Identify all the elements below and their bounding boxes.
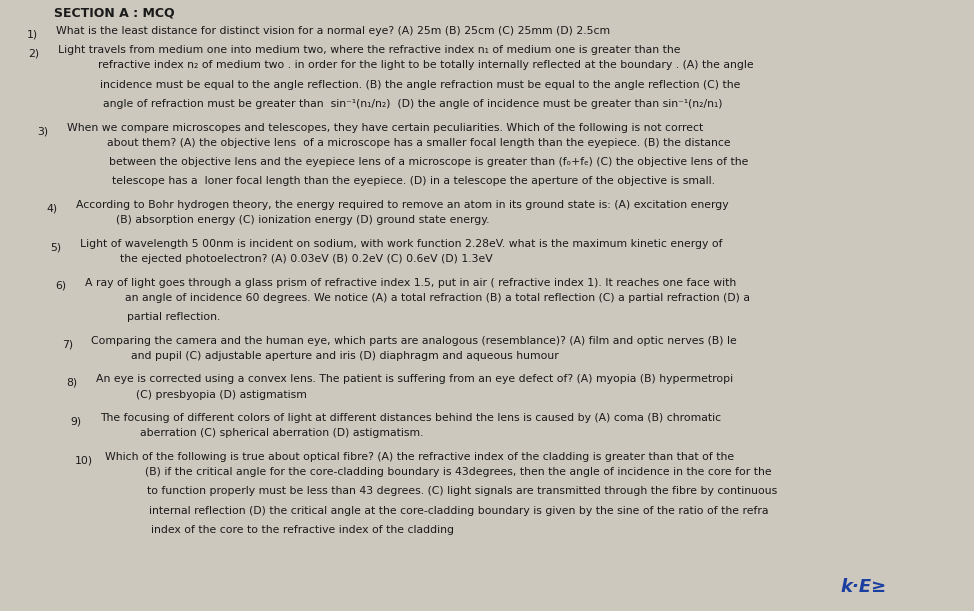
Text: An eye is corrected using a convex lens. The patient is suffering from an eye de: An eye is corrected using a convex lens.… [95, 375, 733, 384]
Text: 3): 3) [37, 126, 49, 136]
Text: the ejected photoelectron? (A) 0.03eV (B) 0.2eV (C) 0.6eV (D) 1.3eV: the ejected photoelectron? (A) 0.03eV (B… [121, 254, 493, 264]
Text: 4): 4) [46, 203, 57, 213]
Text: Which of the following is true about optical fibre? (A) the refractive index of : Which of the following is true about opt… [104, 452, 733, 462]
Text: What is the least distance for distinct vision for a normal eye? (A) 25m (B) 25c: What is the least distance for distinct … [56, 26, 611, 35]
Text: an angle of incidence 60 degrees. We notice (A) a total refraction (B) a total r: an angle of incidence 60 degrees. We not… [125, 293, 750, 302]
Text: SECTION A : MCQ: SECTION A : MCQ [54, 6, 174, 20]
Text: partial reflection.: partial reflection. [127, 312, 220, 322]
Text: (B) if the critical angle for the core-cladding boundary is 43degrees, then the : (B) if the critical angle for the core-c… [144, 467, 771, 477]
Text: aberration (C) spherical aberration (D) astigmatism.: aberration (C) spherical aberration (D) … [140, 428, 424, 438]
Text: 8): 8) [66, 378, 77, 388]
Text: 7): 7) [61, 339, 73, 349]
Text: angle of refraction must be greater than  sin⁻¹(n₁/n₂)  (D) the angle of inciden: angle of refraction must be greater than… [102, 99, 722, 109]
Text: k·E≥: k·E≥ [840, 578, 886, 596]
Text: Light of wavelength 5 00nm is incident on sodium, with work function 2.28eV. wha: Light of wavelength 5 00nm is incident o… [81, 239, 723, 249]
Text: 5): 5) [51, 242, 61, 252]
Text: 6): 6) [55, 281, 66, 291]
Text: Comparing the camera and the human eye, which parts are analogous (resemblance)?: Comparing the camera and the human eye, … [92, 335, 737, 346]
Text: to function properly must be less than 43 degrees. (C) light signals are transmi: to function properly must be less than 4… [147, 486, 777, 496]
Text: 2): 2) [28, 48, 40, 59]
Text: telescope has a  loner focal length than the eyepiece. (D) in a telescope the ap: telescope has a loner focal length than … [112, 177, 715, 186]
Text: (C) presbyopia (D) astigmatism: (C) presbyopia (D) astigmatism [135, 390, 307, 400]
Text: 9): 9) [70, 417, 82, 426]
Text: index of the core to the refractive index of the cladding: index of the core to the refractive inde… [151, 525, 454, 535]
Text: The focusing of different colors of light at different distances behind the lens: The focusing of different colors of ligh… [100, 413, 722, 423]
Text: between the objective lens and the eyepiece lens of a microscope is greater than: between the objective lens and the eyepi… [109, 157, 749, 167]
Text: 10): 10) [75, 455, 93, 466]
Text: A ray of light goes through a glass prism of refractive index 1.5, put in air ( : A ray of light goes through a glass pris… [85, 277, 736, 288]
Text: about them? (A) the objective lens  of a microscope has a smaller focal length t: about them? (A) the objective lens of a … [107, 137, 730, 148]
Text: According to Bohr hydrogen theory, the energy required to remove an atom in its : According to Bohr hydrogen theory, the e… [76, 200, 729, 210]
Text: internal reflection (D) the critical angle at the core-cladding boundary is give: internal reflection (D) the critical ang… [149, 506, 768, 516]
Text: 1): 1) [26, 29, 37, 39]
Text: refractive index n₂ of medium two . in order for the light to be totally interna: refractive index n₂ of medium two . in o… [98, 60, 754, 70]
Text: (B) absorption energy (C) ionization energy (D) ground state energy.: (B) absorption energy (C) ionization ene… [116, 215, 490, 225]
Text: When we compare microscopes and telescopes, they have certain peculiarities. Whi: When we compare microscopes and telescop… [67, 123, 703, 133]
Text: incidence must be equal to the angle reflection. (B) the angle refraction must b: incidence must be equal to the angle ref… [100, 79, 741, 90]
Text: Light travels from medium one into medium two, where the refractive index n₁ of : Light travels from medium one into mediu… [58, 45, 681, 55]
Text: and pupil (C) adjustable aperture and iris (D) diaphragm and aqueous humour: and pupil (C) adjustable aperture and ir… [131, 351, 559, 361]
